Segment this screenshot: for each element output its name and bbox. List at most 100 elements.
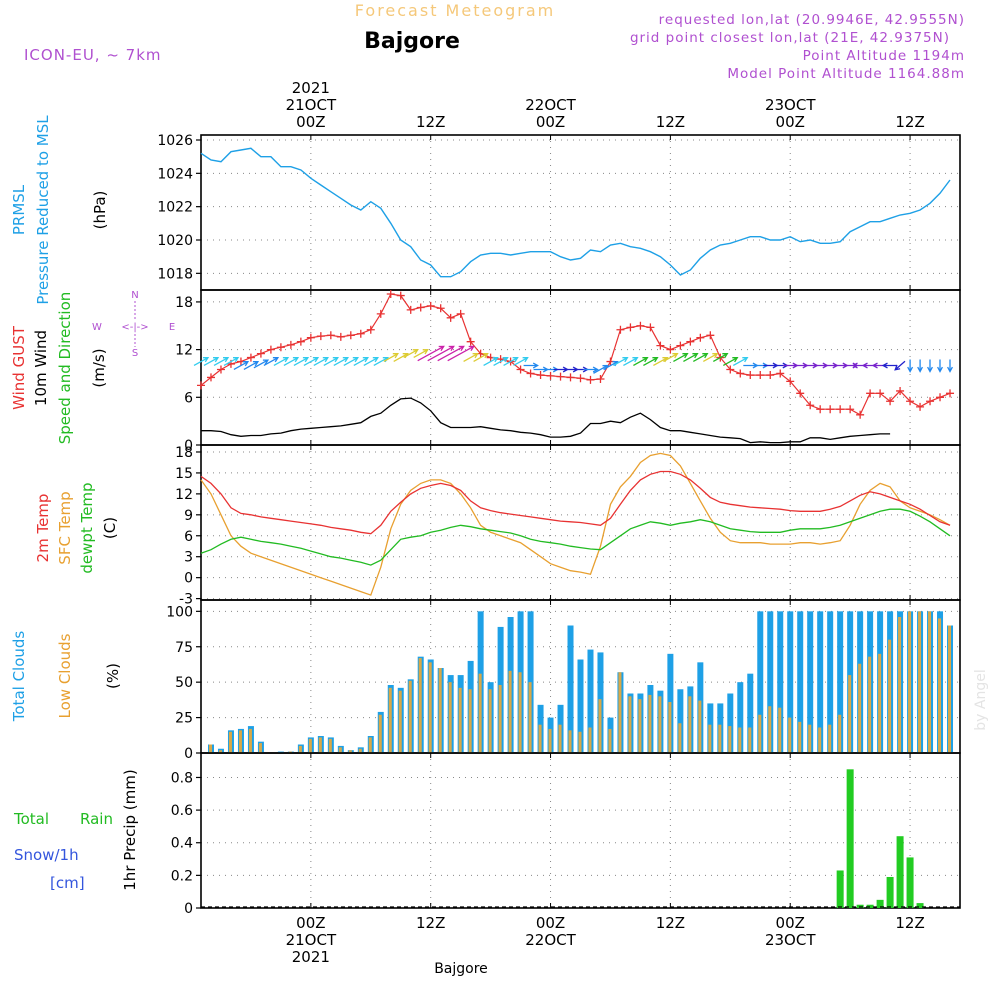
- wind-label-4: (m/s): [90, 348, 108, 387]
- temp-ytick-label: 12: [175, 487, 193, 503]
- temp-ytick-label: 0: [184, 571, 193, 587]
- low-cloud-bar: [448, 682, 452, 753]
- wind-arrow: [343, 357, 359, 366]
- gust-marker: [446, 313, 455, 322]
- precip-bar: [886, 877, 894, 908]
- gust-marker: [616, 325, 625, 334]
- low-cloud-bar: [388, 687, 392, 753]
- low-cloud-bar: [938, 618, 942, 753]
- clouds-label-1: Total Clouds: [10, 631, 28, 723]
- precip-total-label: Total: [13, 810, 49, 828]
- low-cloud-bar: [508, 670, 512, 753]
- gust-marker: [246, 353, 255, 362]
- low-cloud-bar: [538, 724, 542, 753]
- clouds-ytick-label: 50: [175, 675, 193, 691]
- low-cloud-bar: [948, 625, 952, 753]
- temp-ytick-label: -3: [179, 592, 193, 608]
- total-cloud-bar: [727, 693, 734, 753]
- wind-arrow: [927, 359, 933, 373]
- gust-marker: [896, 386, 905, 395]
- low-cloud-bar: [398, 690, 402, 753]
- wind-arrow: [722, 357, 739, 366]
- total-cloud-bar: [527, 611, 534, 753]
- wind-arrow: [293, 357, 310, 366]
- wind-arrow: [263, 357, 280, 366]
- temp-ytick-label: 9: [184, 508, 193, 524]
- low-cloud-bar: [548, 728, 552, 753]
- clouds-label-2: Low Clouds: [56, 633, 74, 718]
- wind-arrow: [523, 362, 539, 369]
- gust-marker: [526, 369, 535, 378]
- wind-arrow: [463, 353, 479, 362]
- temp-label-4: (C): [101, 517, 119, 539]
- gust-marker: [916, 402, 925, 411]
- precip-cm-label: [cm]: [50, 874, 85, 892]
- low-cloud-bar: [838, 714, 842, 753]
- temp-label-1: 2m Temp: [34, 494, 52, 563]
- gust-marker: [726, 365, 735, 374]
- total-cloud-bar: [587, 649, 594, 753]
- wind-ytick-label: 12: [175, 343, 193, 359]
- wind-arrow: [413, 349, 429, 358]
- pressure-ytick-label: 1020: [157, 233, 193, 249]
- requested-coords: requested lon,lat (20.9946E, 42.9555N): [659, 12, 965, 28]
- total-cloud-bar: [807, 611, 814, 753]
- top-time-label: 12Z: [895, 113, 924, 131]
- gust-marker: [406, 305, 415, 314]
- gust-marker: [886, 397, 895, 406]
- gust-marker: [456, 309, 465, 318]
- low-cloud-bar: [808, 724, 812, 753]
- low-cloud-bar: [298, 745, 302, 753]
- wind-arrow: [447, 345, 475, 362]
- wind-arrow: [712, 353, 729, 362]
- low-cloud-bar: [578, 731, 582, 753]
- low-cloud-bar: [308, 738, 312, 753]
- top-time-label: 2021: [292, 79, 330, 97]
- bottom-time-label: 00Z: [776, 914, 805, 932]
- clouds-ytick-label: 25: [175, 711, 193, 727]
- wind-label-1: Wind GUST: [10, 325, 28, 410]
- wind-arrow: [702, 353, 719, 362]
- precip-bar: [916, 903, 924, 908]
- gust-marker: [336, 332, 345, 341]
- clouds-ytick-label: 100: [166, 604, 193, 620]
- low-cloud-bar: [418, 658, 422, 753]
- pressure-ytick-label: 1022: [157, 200, 193, 216]
- low-cloud-bar: [698, 700, 702, 753]
- wind-arrow: [193, 357, 210, 366]
- wind-arrow: [673, 353, 689, 362]
- supertitle: Forecast Meteogram: [355, 1, 555, 20]
- precip-ytick-label: 0.2: [171, 868, 193, 884]
- precip-ytick-label: 0.4: [171, 836, 193, 852]
- pressure-panel: 1026 1024 1022 1020 1018: [157, 133, 961, 291]
- low-cloud-bar: [828, 724, 832, 753]
- gust-marker: [256, 349, 265, 358]
- gust-marker: [806, 401, 815, 410]
- total-cloud-bar: [737, 682, 744, 753]
- low-cloud-bar: [468, 689, 472, 753]
- precip-panel: 0.8 0.6 0.4 0.2 0: [171, 752, 961, 917]
- total-cloud-bar: [747, 673, 754, 753]
- low-cloud-bar: [738, 727, 742, 753]
- low-cloud-bar: [678, 723, 682, 753]
- gust-marker: [596, 375, 605, 384]
- top-time-label: 22OCT: [525, 96, 576, 114]
- wind-panel: 18 12 6 0: [175, 289, 961, 454]
- location-title: Bajgore: [364, 29, 460, 54]
- gust-marker: [686, 337, 695, 346]
- gust-marker: [816, 405, 825, 414]
- low-cloud-bar: [498, 685, 502, 753]
- gust-marker: [306, 333, 315, 342]
- top-time-label: 12Z: [656, 113, 685, 131]
- gust-marker: [366, 325, 375, 334]
- gust-marker: [586, 375, 595, 384]
- wind-arrow: [683, 353, 699, 362]
- gust-marker: [296, 337, 305, 346]
- total-cloud-bar: [777, 611, 784, 753]
- wind-arrow: [633, 357, 649, 366]
- pressure-frame: [200, 134, 961, 291]
- gust-marker: [576, 374, 585, 383]
